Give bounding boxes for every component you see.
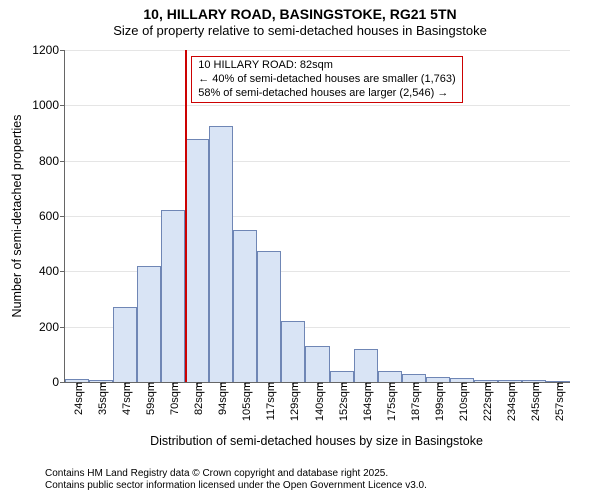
annotation-line: 58% of semi-detached houses are larger (… — [198, 87, 455, 101]
gridline — [65, 50, 570, 51]
gridline — [65, 161, 570, 162]
histogram-bar — [354, 349, 378, 382]
histogram-bar — [185, 139, 209, 382]
histogram-bar — [161, 210, 185, 382]
x-tick-label: 35sqm — [93, 382, 109, 415]
gridline — [65, 216, 570, 217]
histogram-bar — [402, 374, 426, 382]
x-tick-label: 94sqm — [213, 382, 229, 415]
x-tick-label: 105sqm — [237, 382, 253, 421]
x-tick-label: 59sqm — [141, 382, 157, 415]
x-tick-label: 245sqm — [526, 382, 542, 421]
histogram-bar — [330, 371, 354, 382]
x-axis-label: Distribution of semi-detached houses by … — [150, 434, 483, 448]
histogram-bar — [281, 321, 305, 382]
y-tick-label: 800 — [39, 154, 65, 168]
x-tick-label: 257sqm — [550, 382, 566, 421]
y-tick-label: 400 — [39, 264, 65, 278]
histogram-bar — [137, 266, 161, 382]
histogram-bar — [209, 126, 233, 382]
x-tick-label: 222sqm — [478, 382, 494, 421]
x-tick-label: 164sqm — [358, 382, 374, 421]
histogram-bar — [257, 251, 281, 382]
x-tick-label: 70sqm — [165, 382, 181, 415]
annotation-line: ← 40% of semi-detached houses are smalle… — [198, 73, 455, 87]
x-tick-label: 175sqm — [382, 382, 398, 421]
x-tick-label: 140sqm — [310, 382, 326, 421]
x-tick-label: 210sqm — [454, 382, 470, 421]
y-tick-label: 1200 — [32, 43, 65, 57]
credit-text: Contains HM Land Registry data © Crown c… — [45, 468, 427, 492]
y-axis-label: Number of semi-detached properties — [10, 115, 24, 318]
histogram-bar — [113, 307, 137, 382]
chart-title: 10, HILLARY ROAD, BASINGSTOKE, RG21 5TN — [0, 0, 600, 23]
chart-subtitle: Size of property relative to semi-detach… — [0, 23, 600, 38]
histogram-bar — [378, 371, 402, 382]
x-tick-label: 82sqm — [189, 382, 205, 415]
annotation-line: 10 HILLARY ROAD: 82sqm — [198, 59, 455, 73]
y-tick-label: 200 — [39, 320, 65, 334]
plot-area: 02004006008001000120024sqm35sqm47sqm59sq… — [64, 50, 570, 383]
reference-line — [185, 50, 187, 382]
x-tick-label: 24sqm — [69, 382, 85, 415]
credit-line-2: Contains public sector information licen… — [45, 480, 427, 492]
gridline — [65, 105, 570, 106]
x-tick-label: 117sqm — [261, 382, 277, 420]
histogram-bar — [305, 346, 329, 382]
histogram-bar — [233, 230, 257, 382]
x-tick-label: 152sqm — [334, 382, 350, 421]
y-tick-label: 0 — [52, 375, 65, 389]
x-tick-label: 129sqm — [285, 382, 301, 421]
y-tick-label: 1000 — [32, 98, 65, 112]
annotation-box: 10 HILLARY ROAD: 82sqm← 40% of semi-deta… — [191, 56, 462, 103]
x-tick-label: 187sqm — [406, 382, 422, 421]
x-tick-label: 234sqm — [502, 382, 518, 421]
y-tick-label: 600 — [39, 209, 65, 223]
credit-line-1: Contains HM Land Registry data © Crown c… — [45, 468, 427, 480]
x-tick-label: 199sqm — [430, 382, 446, 421]
x-tick-label: 47sqm — [117, 382, 133, 415]
